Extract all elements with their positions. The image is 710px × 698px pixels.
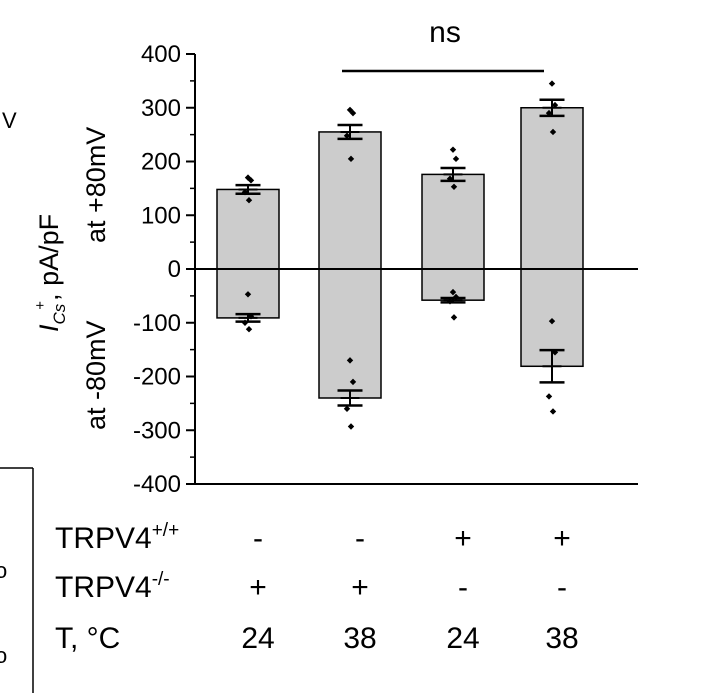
data-point-pos-3-0 xyxy=(548,80,556,87)
data-point-neg-3-2 xyxy=(545,393,553,400)
data-point-neg-0-0 xyxy=(244,291,252,298)
data-point-neg-0-2 xyxy=(241,319,249,326)
data-point-neg-2-0 xyxy=(449,288,457,296)
y-axis-label-main-group: ICs+, pA/pF xyxy=(32,214,69,332)
y-axis-label-pos-group: at +80mV xyxy=(81,127,111,243)
data-point-pos-3-3 xyxy=(549,128,557,136)
bar-pos-0 xyxy=(216,188,280,270)
table-cell-2-3: 38 xyxy=(545,622,578,655)
data-point-pos-0-2 xyxy=(241,188,249,196)
data-point-pos-2-0 xyxy=(449,146,457,153)
y-tick-label-400: 400 xyxy=(141,41,181,68)
data-point-pos-2-1 xyxy=(452,155,460,163)
data-point-neg-1-2 xyxy=(343,405,351,412)
y-tick-label--400: -400 xyxy=(133,471,181,498)
y-axis-label-main: ICs+, pA/pF xyxy=(32,214,69,332)
data-point-pos-0-0 xyxy=(244,174,252,181)
data-point-neg-3-3 xyxy=(549,408,557,415)
data-point-pos-1-3 xyxy=(347,155,355,163)
adjacent-panel-fragment-0: V xyxy=(2,108,17,133)
data-point-neg-2-3 xyxy=(450,314,458,321)
y-tick-label--100: -100 xyxy=(133,310,181,337)
data-point-neg-3-1 xyxy=(551,349,559,356)
bar-neg-1 xyxy=(318,268,382,399)
data-point-pos-1-2 xyxy=(343,132,351,139)
data-point-pos-0-1 xyxy=(247,177,255,184)
data-point-pos-2-2 xyxy=(446,175,454,182)
bar-pos-1 xyxy=(318,131,382,270)
data-point-pos-1-1 xyxy=(349,109,357,117)
data-point-pos-0-3 xyxy=(245,197,253,204)
y-tick-label--200: -200 xyxy=(133,364,181,391)
y-tick-label-200: 200 xyxy=(141,149,181,176)
data-point-neg-0-1 xyxy=(247,313,255,320)
table-row-label-1: TRPV4-/- xyxy=(55,569,170,604)
bar-pos-2 xyxy=(421,173,485,270)
bar-neg-2 xyxy=(421,268,485,301)
y-tick-label-100: 100 xyxy=(141,202,181,229)
data-point-pos-2-3 xyxy=(450,183,458,190)
data-point-neg-1-0 xyxy=(346,357,354,364)
table-cell-0-2: + xyxy=(454,522,472,555)
table-row-label-0: TRPV4+/+ xyxy=(55,520,179,555)
table-cell-2-1: 38 xyxy=(343,622,376,655)
y-tick-label--300: -300 xyxy=(133,417,181,444)
adjacent-panel-fragment-2: o xyxy=(0,643,7,668)
y-axis-label-neg: at -80mV xyxy=(81,320,111,430)
table-cell-1-3: - xyxy=(557,571,567,604)
data-point-neg-2-1 xyxy=(452,293,460,301)
table-cell-2-0: 24 xyxy=(241,622,274,655)
table-cell-0-0: - xyxy=(253,522,263,555)
table-cell-1-1: + xyxy=(351,571,369,604)
y-axis-label-neg-group: at -80mV xyxy=(81,320,111,430)
table-row-label-2: T, °C xyxy=(55,622,120,655)
y-tick-label-0: 0 xyxy=(168,256,181,283)
data-point-neg-0-3 xyxy=(245,326,253,333)
table-cell-2-2: 24 xyxy=(446,622,479,655)
y-axis-label-pos: at +80mV xyxy=(81,127,111,243)
data-point-neg-3-0 xyxy=(548,317,556,325)
data-point-neg-1-1 xyxy=(349,378,357,386)
data-point-pos-3-1 xyxy=(551,101,559,109)
table-cell-0-3: + xyxy=(553,522,571,555)
adjacent-panel-fragment-1: o xyxy=(0,558,7,583)
data-point-neg-2-2 xyxy=(446,298,454,305)
table-cell-1-0: + xyxy=(249,571,267,604)
table-cell-0-1: - xyxy=(355,522,365,555)
table-cell-1-2: - xyxy=(458,571,468,604)
data-point-neg-1-3 xyxy=(347,423,355,430)
y-tick-label-300: 300 xyxy=(141,95,181,122)
data-point-pos-3-2 xyxy=(545,109,553,117)
comparison-label: ns xyxy=(429,16,461,49)
